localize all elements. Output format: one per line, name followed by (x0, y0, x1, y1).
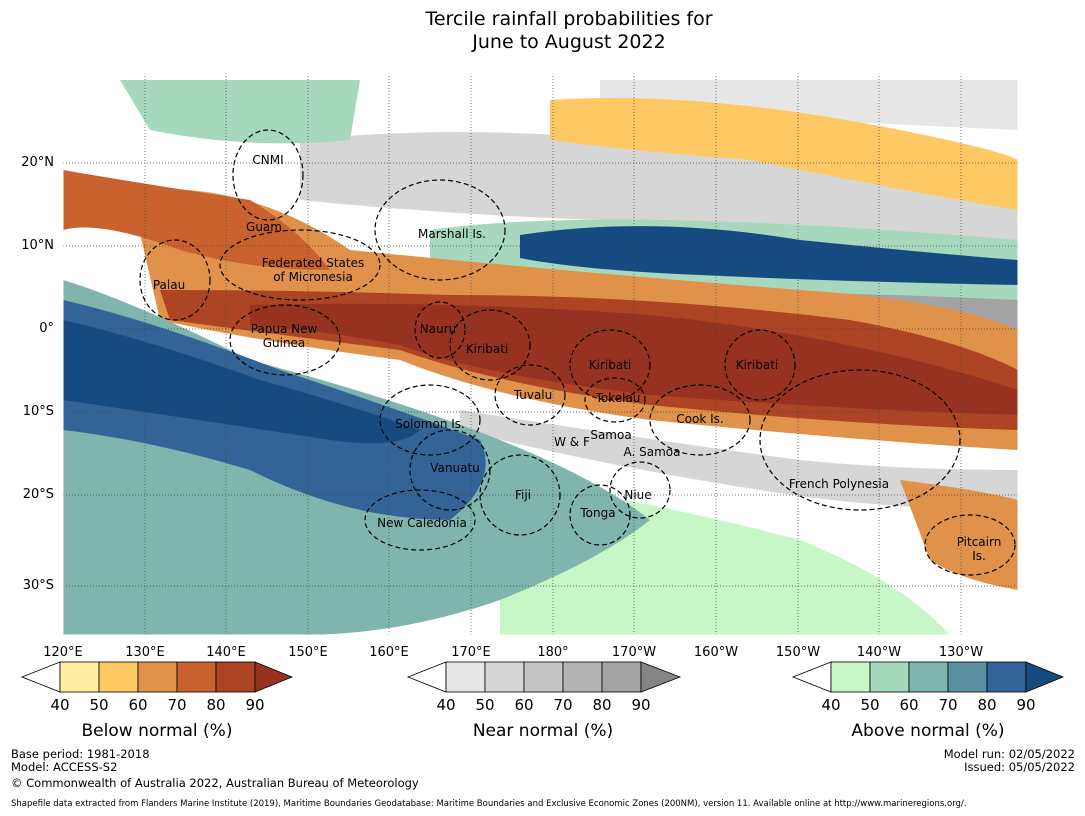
near-normal-zone (600, 80, 1018, 130)
region-label: Palau (152, 278, 186, 292)
near-normal-zone (300, 132, 1018, 240)
colorbar-label-above: Above normal (%) (851, 721, 1005, 741)
region-label: Kiribati (465, 342, 509, 356)
region-label: Guam (246, 220, 282, 234)
region-label: French Polynesia (788, 477, 890, 491)
lon-tick: 140°W (856, 645, 902, 660)
graticule (63, 73, 1018, 635)
colorbar-tick: 40 (50, 696, 70, 714)
colorbar-near (406, 661, 682, 693)
colorbar-tick: 90 (631, 696, 651, 714)
colorbar-label-below: Below normal (%) (81, 721, 233, 741)
colorbar-tick: 60 (514, 696, 534, 714)
colorbar-tick: 60 (128, 696, 148, 714)
colorbar-tick: 80 (206, 696, 226, 714)
colorbar-tick: 90 (1016, 696, 1036, 714)
region-label: CNMI (252, 153, 284, 167)
base-period: Base period: 1981-2018 (11, 747, 150, 761)
below-normal-zone (550, 98, 1018, 210)
lat-tick: 20°S (22, 487, 54, 502)
map-frame (62, 72, 1019, 636)
region-label: Vanuatu (430, 461, 480, 475)
colorbar-tick: 50 (860, 696, 880, 714)
lon-tick: 140°E (206, 645, 246, 660)
below-normal-zone (900, 480, 1018, 590)
region-label: Samoa (590, 428, 632, 442)
lon-tick: 130°E (125, 645, 165, 660)
shapefile-credit: Shapefile data extracted from Flanders M… (11, 799, 967, 809)
lon-tick: 170°E (451, 645, 491, 660)
above-normal-zone (520, 226, 1018, 285)
lat-tick: 30°S (22, 578, 54, 593)
lat-tick: 0° (39, 321, 54, 336)
issued-date: Issued: 05/05/2022 (964, 760, 1075, 774)
colorbar-tick: 90 (245, 696, 265, 714)
colorbar-tick: 40 (821, 696, 841, 714)
colorbar-label-near: Near normal (%) (472, 721, 614, 741)
colorbar-tick: 40 (436, 696, 456, 714)
colorbar-above (791, 661, 1065, 693)
lon-tick: 150°W (775, 645, 821, 660)
above-normal-zone (63, 320, 420, 444)
region-label: Pitcairn Is. (956, 535, 1002, 563)
colorbar-tick: 80 (592, 696, 612, 714)
region-label: Federated States of Micronesia (261, 256, 365, 284)
region-label: Tuvalu (513, 388, 553, 402)
map-title: Tercile rainfall probabilities for June t… (425, 8, 713, 53)
lon-tick: 120°E (43, 645, 83, 660)
colorbar-tick: 80 (977, 696, 997, 714)
lon-tick: 130°W (938, 645, 984, 660)
lon-tick: 180° (537, 645, 569, 660)
colorbar-tick: 70 (167, 696, 187, 714)
lon-tick: 150°E (288, 645, 328, 660)
model-name: Model: ACCESS-S2 (11, 760, 118, 774)
colorbar-below (20, 661, 294, 693)
region-label: Tokelau (595, 391, 641, 405)
above-normal-zone (120, 80, 360, 144)
probability-field (63, 73, 1018, 635)
lat-tick: 10°S (22, 404, 54, 419)
model-run: Model run: 02/05/2022 (943, 747, 1075, 761)
region-label: Kiribati (735, 358, 779, 372)
lat-tick: 10°N (21, 238, 54, 253)
colorbar-tick: 50 (89, 696, 109, 714)
lon-tick: 160°W (693, 645, 739, 660)
region-label: Nauru (419, 322, 457, 336)
region-label: Cook Is. (676, 412, 724, 426)
near-normal-zone (460, 410, 1018, 510)
region-label: New Caledonia (377, 516, 467, 530)
colorbar-tick: 50 (475, 696, 495, 714)
lon-tick: 160°E (369, 645, 409, 660)
region-label: Fiji (514, 488, 532, 502)
colorbar-tick: 60 (899, 696, 919, 714)
region-label: W & F (554, 435, 590, 449)
below-normal-zone (250, 303, 1018, 415)
colorbar-tick: 70 (938, 696, 958, 714)
copyright: © Commonwealth of Australia 2022, Austra… (11, 776, 419, 790)
lon-tick: 170°W (611, 645, 657, 660)
below-normal-zone (63, 170, 330, 270)
eez-boundaries (139, 129, 1016, 576)
region-label: Papua New Guinea (250, 322, 318, 350)
region-label: Niue (624, 488, 652, 502)
colorbar-tick: 70 (553, 696, 573, 714)
region-label: Kiribati (588, 358, 632, 372)
lat-tick: 20°N (21, 155, 54, 170)
region-label: A. Samoa (623, 445, 681, 459)
region-label: Solomon Is. (395, 417, 465, 431)
region-label: Marshall Is. (418, 227, 486, 241)
region-label: Tonga (580, 506, 616, 520)
